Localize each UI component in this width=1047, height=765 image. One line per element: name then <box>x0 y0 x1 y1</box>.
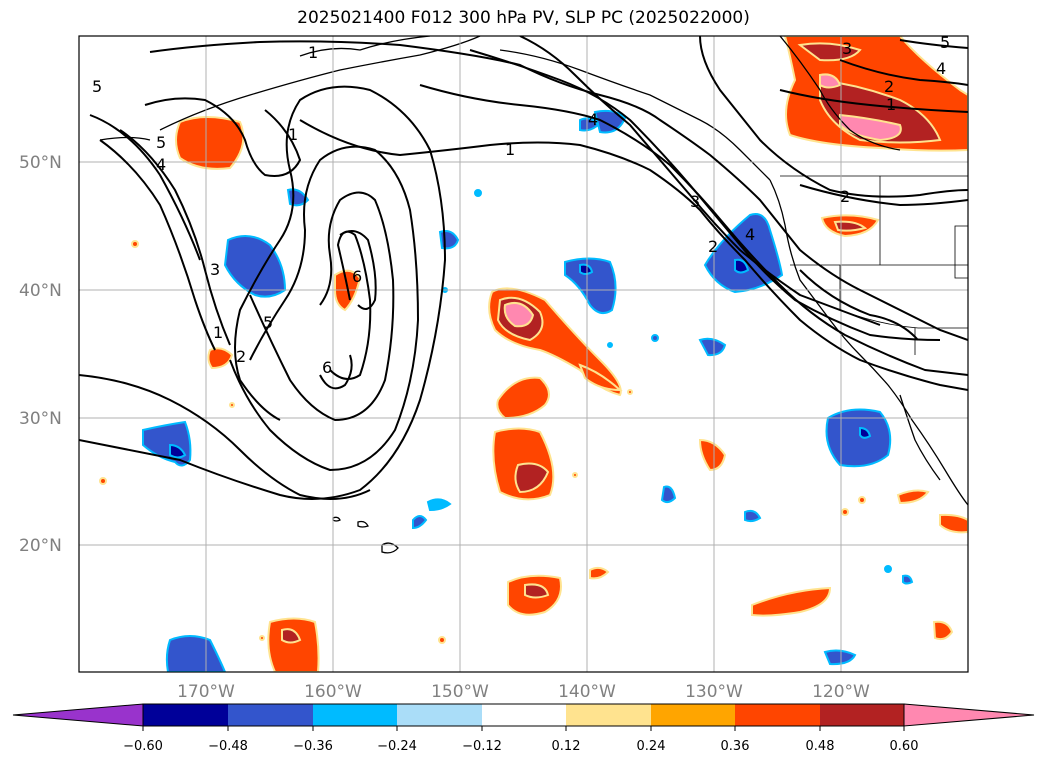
map-frame <box>78 35 969 673</box>
longitude-labels: 170°W 160°W 150°W 140°W 130°W 120°W <box>177 682 870 702</box>
contour-label: 6 <box>322 358 332 377</box>
contour-2 <box>229 145 420 472</box>
colorbar-tick-label: 0.24 <box>637 739 666 754</box>
contour-label: 3 <box>210 260 220 279</box>
contour-6 <box>329 230 372 380</box>
contour-label: 1 <box>308 43 318 62</box>
contour-label: 3 <box>690 192 700 211</box>
pv-neg-blob-central <box>564 257 617 315</box>
contour-label: 4 <box>588 110 598 129</box>
contour-label: 4 <box>156 155 166 174</box>
colorbar-max-extension <box>903 703 1035 727</box>
colorbar-segment <box>482 704 566 726</box>
contour-label: 5 <box>940 33 950 52</box>
lon-label: 130°W <box>685 682 743 702</box>
lon-label: 170°W <box>177 682 235 702</box>
map-title: 2025021400 F012 300 hPa PV, SLP PC (2025… <box>297 8 750 28</box>
colorbar-segment <box>397 704 482 726</box>
contour-label: 4 <box>745 225 755 244</box>
contour-label: 1 <box>288 125 298 144</box>
contour-label: 1 <box>505 140 515 159</box>
map-plot-area: 1 5 5 4 1 3 1 2 5 6 6 4 1 3 2 4 3 2 1 2 … <box>79 33 968 672</box>
colorbar-segment <box>228 704 313 726</box>
coast-north-america <box>769 179 968 506</box>
colorbar-tick-label: −0.60 <box>123 739 163 754</box>
contour-label: 1 <box>886 95 896 114</box>
pv-blob-central-b <box>496 376 550 420</box>
colorbar-segment <box>313 704 397 726</box>
colorbar-tick-label: 0.60 <box>890 739 919 754</box>
contour-label: 6 <box>352 267 362 286</box>
lon-label: 160°W <box>304 682 362 702</box>
contour-outer-low <box>79 85 447 500</box>
coastlines <box>99 36 968 554</box>
colorbar-segment <box>651 704 735 726</box>
contour-label: 3 <box>842 39 852 58</box>
colorbar-tick-label: 0.36 <box>721 739 750 754</box>
contour-1-north <box>149 40 968 341</box>
coast-alaska <box>159 36 481 131</box>
lon-label: 140°W <box>558 682 616 702</box>
pv-blob-dateline-south <box>267 617 320 672</box>
colorbar-tick-label: 0.48 <box>806 739 835 754</box>
colorbar-tick-label: −0.36 <box>293 739 333 754</box>
lat-label: 30°N <box>19 409 62 429</box>
lat-label: 20°N <box>19 536 62 556</box>
contour-label: 2 <box>236 347 246 366</box>
contour-west-a <box>119 129 231 346</box>
lon-label: 150°W <box>431 682 489 702</box>
coast-hawaii <box>381 542 399 554</box>
latitude-labels: 50°N 40°N 30°N 20°N <box>19 153 62 556</box>
colorbar-segment <box>143 704 228 726</box>
colorbar-segment <box>735 704 820 726</box>
contour-label: 4 <box>936 59 946 78</box>
contour-5 <box>249 191 395 422</box>
contour-label: 2 <box>840 187 850 206</box>
colorbar-segment <box>820 704 904 726</box>
contour-label: 2 <box>708 237 718 256</box>
colorbar-tick-label: −0.24 <box>377 739 417 754</box>
pv-neg-blob-baja <box>825 408 892 468</box>
colorbar-segment <box>566 704 651 726</box>
colorbar-tick-label: 0.12 <box>552 739 581 754</box>
colorbar-tick-label: −0.12 <box>462 739 502 754</box>
contour-label: 5 <box>92 77 102 96</box>
contour-label: 1 <box>213 323 223 342</box>
colorbar-min-extension <box>12 703 144 727</box>
slp-contours <box>79 36 968 500</box>
colorbar: −0.60 −0.48 −0.36 −0.24 −0.12 0.12 0.24 … <box>12 703 1035 754</box>
graticule <box>79 36 968 672</box>
contour-label: 5 <box>156 133 166 152</box>
pv-neg-blob-south <box>165 635 227 672</box>
lat-label: 40°N <box>19 281 62 301</box>
contour-mid-a <box>299 119 968 391</box>
pv-blob-east-south <box>751 586 832 617</box>
pv-blob-gulf-alaska-west <box>175 116 245 170</box>
lon-label: 120°W <box>812 682 870 702</box>
lat-label: 50°N <box>19 153 62 173</box>
contour-label: 2 <box>884 77 894 96</box>
contour-label: 5 <box>263 313 273 332</box>
colorbar-tick-label: −0.48 <box>208 739 248 754</box>
contour-labels: 1 5 5 4 1 3 1 2 5 6 6 4 1 3 2 4 3 2 1 2 … <box>92 33 950 377</box>
